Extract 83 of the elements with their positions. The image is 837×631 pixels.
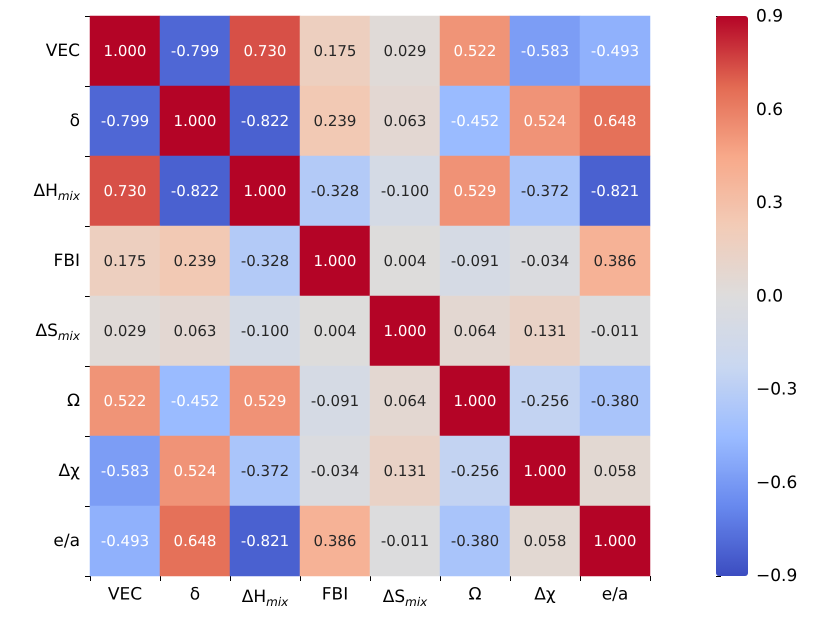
data-label: -0.034 [310,462,360,480]
color-bar-label: −0.9 [756,566,798,586]
data-label: -0.380 [450,532,500,550]
y-tick-label: e/a [53,531,80,551]
y-tick-label: Δχ [58,461,80,481]
data-label: 1.000 [454,392,496,410]
data-label: -0.493 [590,42,640,60]
x-tick-label: FBI [322,584,348,604]
data-label: -0.821 [590,182,640,200]
data-label: 1.000 [524,462,566,480]
data-label: -0.799 [100,112,150,130]
data-label: -0.583 [100,462,150,480]
data-label: -0.799 [170,42,220,60]
data-label: 0.239 [174,252,216,270]
data-label: 0.063 [384,112,426,130]
data-label: 0.004 [314,322,356,340]
data-label: -0.091 [310,392,360,410]
data-label: -0.821 [240,532,290,550]
color-bar-label: −0.6 [756,472,798,493]
data-label: -0.380 [590,392,640,410]
data-label: 0.529 [454,182,496,200]
data-label: -0.372 [520,182,570,200]
data-label: -0.034 [520,252,570,270]
data-label: 1.000 [174,112,216,130]
data-label: -0.822 [240,112,290,130]
color-bar-label: 0.9 [756,6,784,26]
data-label: 0.058 [524,532,566,550]
data-label: 0.522 [104,392,146,410]
data-label: 0.063 [174,322,216,340]
data-label: 0.730 [104,182,146,200]
data-label: 0.029 [384,42,426,60]
data-label: -0.256 [450,462,500,480]
data-label: 0.064 [454,322,496,340]
x-tick-label: e/a [602,584,628,604]
y-tick-label: VEC [46,41,80,61]
data-label: -0.011 [380,532,430,550]
y-tick-label: Ω [67,391,80,411]
data-label: 0.131 [524,322,566,340]
color-bar-label: 0.3 [756,193,784,213]
data-label: 1.000 [314,252,356,270]
x-tick-label: Δχ [534,584,556,604]
data-label: -0.100 [240,322,290,340]
y-tick-label: FBI [54,251,80,271]
x-tick-label: Ω [468,584,482,604]
data-label: -0.091 [450,252,500,270]
data-label: 0.004 [384,252,426,270]
data-label: -0.011 [590,322,640,340]
data-label: 0.058 [594,462,636,480]
data-label: -0.822 [170,182,220,200]
data-label: 0.529 [244,392,286,410]
data-label: 0.648 [174,532,216,550]
data-label: -0.372 [240,462,290,480]
data-label: -0.583 [520,42,570,60]
data-label: -0.452 [170,392,220,410]
x-tick-label: δ [190,584,200,604]
data-label: 0.064 [384,392,426,410]
data-label: 0.522 [454,42,496,60]
color-bar-label: −0.3 [756,380,798,400]
data-label: 1.000 [104,42,146,60]
data-label: -0.256 [520,392,570,410]
color-bar-label: 0.0 [756,286,784,306]
data-label: 0.175 [104,252,146,270]
data-label: 0.524 [524,112,566,130]
data-label: 0.648 [594,112,636,130]
data-label: 0.386 [314,532,356,550]
data-label: -0.452 [450,112,500,130]
data-label: 0.239 [314,112,356,130]
data-label: 0.524 [174,462,216,480]
data-label: -0.493 [100,532,150,550]
data-label: 0.386 [594,252,636,270]
x-tick-label: VEC [108,584,142,604]
color-bar-label: 0.6 [756,100,784,120]
y-tick-label: δ [70,111,80,131]
data-label: 0.131 [384,462,426,480]
data-label: -0.328 [310,182,360,200]
data-label: 0.730 [244,42,286,60]
data-label: -0.100 [380,182,430,200]
data-label: 0.175 [314,42,356,60]
data-label: 1.000 [594,532,636,550]
data-label: -0.328 [240,252,290,270]
data-label: 1.000 [244,182,286,200]
data-label: 0.029 [104,322,146,340]
data-label: 1.000 [384,322,426,340]
